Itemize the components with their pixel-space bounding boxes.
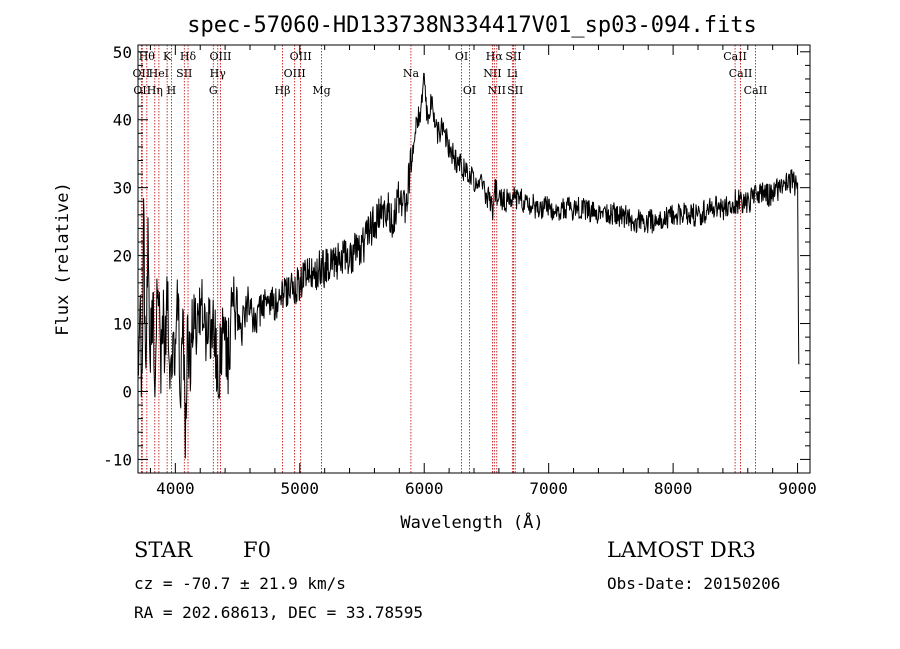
- spectral-line-label: G: [209, 84, 218, 97]
- y-tick-label: 10: [113, 315, 132, 334]
- x-tick-label: 7000: [529, 479, 568, 498]
- x-tick-label: 6000: [405, 479, 444, 498]
- spectral-line-label: NII: [488, 84, 506, 97]
- spectral-line-label: Li: [507, 67, 518, 80]
- y-tick-label: 30: [113, 179, 132, 198]
- y-axis-label: Flux (relative): [53, 182, 73, 336]
- spectral-line-label: Hα: [486, 50, 504, 63]
- redshift-readout: cz = -70.7 ± 21.9 km/s: [134, 574, 346, 593]
- spectral-line-label: Na: [403, 67, 420, 80]
- spectral-line-label: SII: [505, 50, 521, 63]
- x-tick-label: 5000: [281, 479, 320, 498]
- spectral-line-label: Mg: [312, 84, 330, 97]
- spectral-line-label: CaII: [723, 50, 747, 63]
- spectral-line-label: HeI: [149, 67, 169, 80]
- spectral-line-label: OI: [455, 50, 468, 63]
- spectral-line-label: OIII: [290, 50, 312, 63]
- series-layer: [137, 72, 800, 459]
- spectral-line-label: NII: [483, 67, 501, 80]
- y-tick-label: 50: [113, 43, 132, 62]
- object-class: STAR: [134, 538, 193, 562]
- spectral-lines: OIIOIIHθHηHeIKHSIIHδGHγOIIIHβOIIIOIIIMgN…: [133, 45, 768, 473]
- spectrum-series-line: [137, 72, 800, 459]
- spectral-line-label: Hη: [147, 84, 163, 97]
- axis-ticks: 4000 5000 6000 7000 8000 9000 -10 0 10 20 30 40 50: [103, 43, 817, 498]
- spectral-line-label: Hγ: [210, 67, 227, 80]
- obs-date: Obs-Date: 20150206: [607, 574, 781, 593]
- spectral-line-label: SII: [507, 84, 523, 97]
- x-tick-label: 8000: [654, 479, 693, 498]
- spectral-line-label: SII: [176, 67, 192, 80]
- coordinates: RA = 202.68613, DEC = 33.78595: [134, 603, 423, 622]
- chart-title: spec-57060-HD133738N334417V01_sp03-094.f…: [187, 13, 757, 38]
- y-tick-label: 0: [122, 382, 132, 401]
- spectral-line-label: Hθ: [139, 50, 156, 63]
- x-tick-label: 4000: [156, 479, 195, 498]
- spectral-line-label: OIII: [284, 67, 306, 80]
- spectral-line-label: Hδ: [180, 50, 197, 63]
- spectral-line-label: Hβ: [275, 84, 291, 97]
- y-tick-label: 40: [113, 111, 132, 130]
- survey-name: LAMOST DR3: [607, 538, 756, 562]
- y-tick-label: 20: [113, 247, 132, 266]
- plot-frame: [137, 44, 811, 474]
- spectral-line-label: CaII: [729, 67, 753, 80]
- spectral-line-label: H: [167, 84, 177, 97]
- y-tick-label: -10: [103, 450, 132, 469]
- spectral-line-label: K: [163, 50, 172, 63]
- spectral-line-label: OI: [463, 84, 476, 97]
- spectral-line-label: OIII: [209, 50, 231, 63]
- x-tick-label: 9000: [778, 479, 817, 498]
- object-subclass: F0: [243, 538, 271, 562]
- spectral-line-label: OII: [133, 67, 151, 80]
- x-axis-label: Wavelength (Å): [400, 511, 543, 533]
- spectral-line-label: CaII: [744, 84, 768, 97]
